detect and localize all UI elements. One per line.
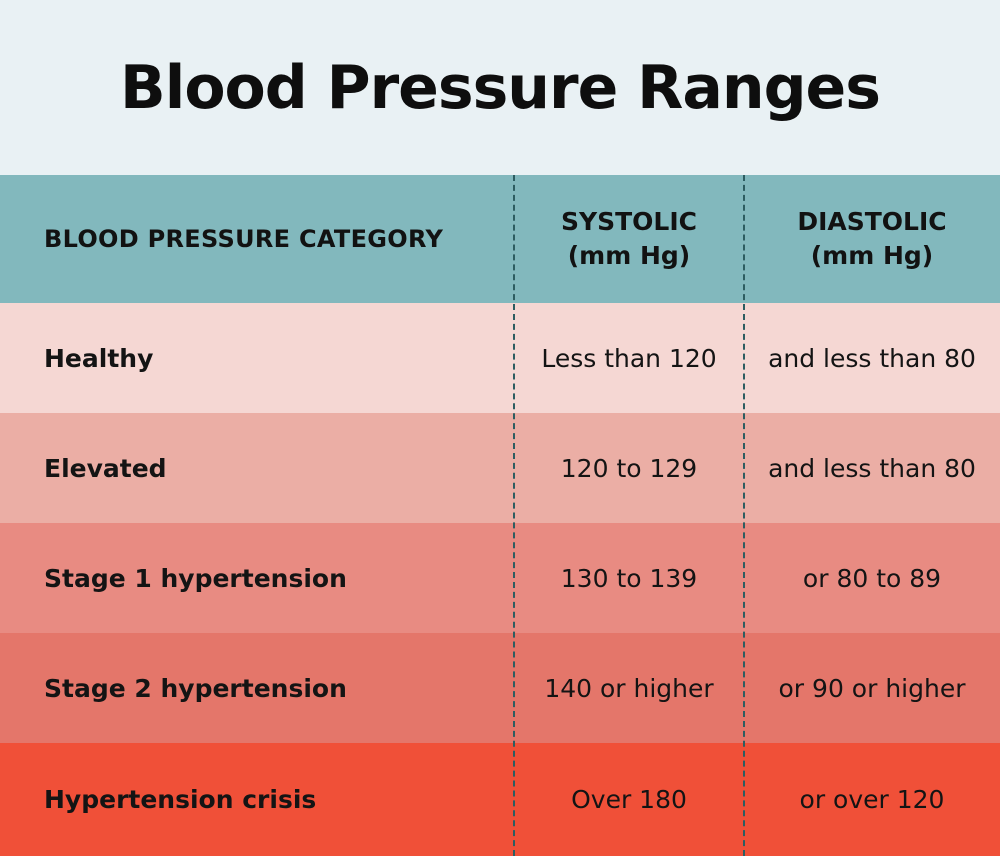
- blood-pressure-table: BLOOD PRESSURE CATEGORY SYSTOLIC (mm Hg)…: [0, 175, 1000, 856]
- table-header-row: BLOOD PRESSURE CATEGORY SYSTOLIC (mm Hg)…: [0, 175, 1000, 303]
- category-cell: Hypertension crisis: [44, 785, 317, 814]
- systolic-cell: Over 180: [571, 785, 687, 814]
- diastolic-cell: and less than 80: [768, 343, 976, 373]
- header-systolic-unit: (mm Hg): [567, 241, 691, 270]
- category-cell: Stage 1 hypertension: [44, 563, 347, 593]
- column-divider: [513, 175, 515, 856]
- diastolic-cell: and less than 80: [768, 453, 976, 483]
- category-cell: Elevated: [44, 453, 167, 483]
- page-title: Blood Pressure Ranges: [120, 52, 881, 123]
- header-diastolic-label: DIASTOLIC: [797, 207, 947, 236]
- header-systolic: SYSTOLIC (mm Hg): [514, 175, 744, 303]
- systolic-cell: Less than 120: [541, 343, 717, 373]
- table-row: Healthy Less than 120 and less than 80: [0, 303, 1000, 413]
- systolic-cell: 130 to 139: [560, 563, 698, 593]
- diastolic-cell: or 90 or higher: [778, 673, 966, 703]
- table-row: Elevated 120 to 129 and less than 80: [0, 413, 1000, 523]
- systolic-cell: 140 or higher: [544, 673, 714, 703]
- table-row: Stage 1 hypertension 130 to 139 or 80 to…: [0, 523, 1000, 633]
- header-diastolic: DIASTOLIC (mm Hg): [744, 175, 1000, 303]
- diastolic-cell: or over 120: [799, 785, 945, 814]
- table-row: Stage 2 hypertension 140 or higher or 90…: [0, 633, 1000, 743]
- diastolic-cell: or 80 to 89: [802, 563, 942, 593]
- header-systolic-label: SYSTOLIC: [561, 207, 697, 236]
- systolic-cell: 120 to 129: [560, 453, 698, 483]
- column-divider: [743, 175, 745, 856]
- header-diastolic-unit: (mm Hg): [810, 241, 934, 270]
- category-cell: Stage 2 hypertension: [44, 673, 347, 703]
- table-row: Hypertension crisis Over 180 or over 120: [0, 743, 1000, 856]
- header-category: BLOOD PRESSURE CATEGORY: [44, 225, 444, 253]
- category-cell: Healthy: [44, 343, 154, 373]
